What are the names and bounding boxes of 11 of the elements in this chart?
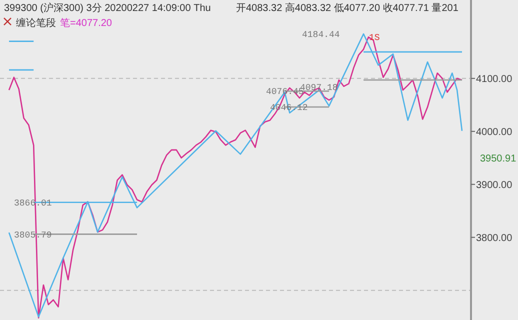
annotation: 笔=4077.20 — [60, 17, 112, 29]
y-tick-label: 4000.00 — [476, 126, 513, 138]
chart-subtitle: 开4083.32 高4083.32 低4077.20 收4077.71 量201 — [236, 2, 459, 14]
y-tick-label: 3800.00 — [476, 232, 513, 244]
y-tick-label: 3900.00 — [476, 180, 513, 191]
chart-title: 399300 (沪深300) 3分 20200227 14:09:00 Thu — [4, 2, 211, 14]
annotation: 4184.44 — [302, 30, 340, 40]
text: 3950.91 — [480, 153, 517, 164]
y-tick-label: 4100.00 — [476, 74, 513, 85]
annotation: 缠论笔段 — [16, 17, 56, 29]
annotation: 1S — [369, 33, 380, 44]
